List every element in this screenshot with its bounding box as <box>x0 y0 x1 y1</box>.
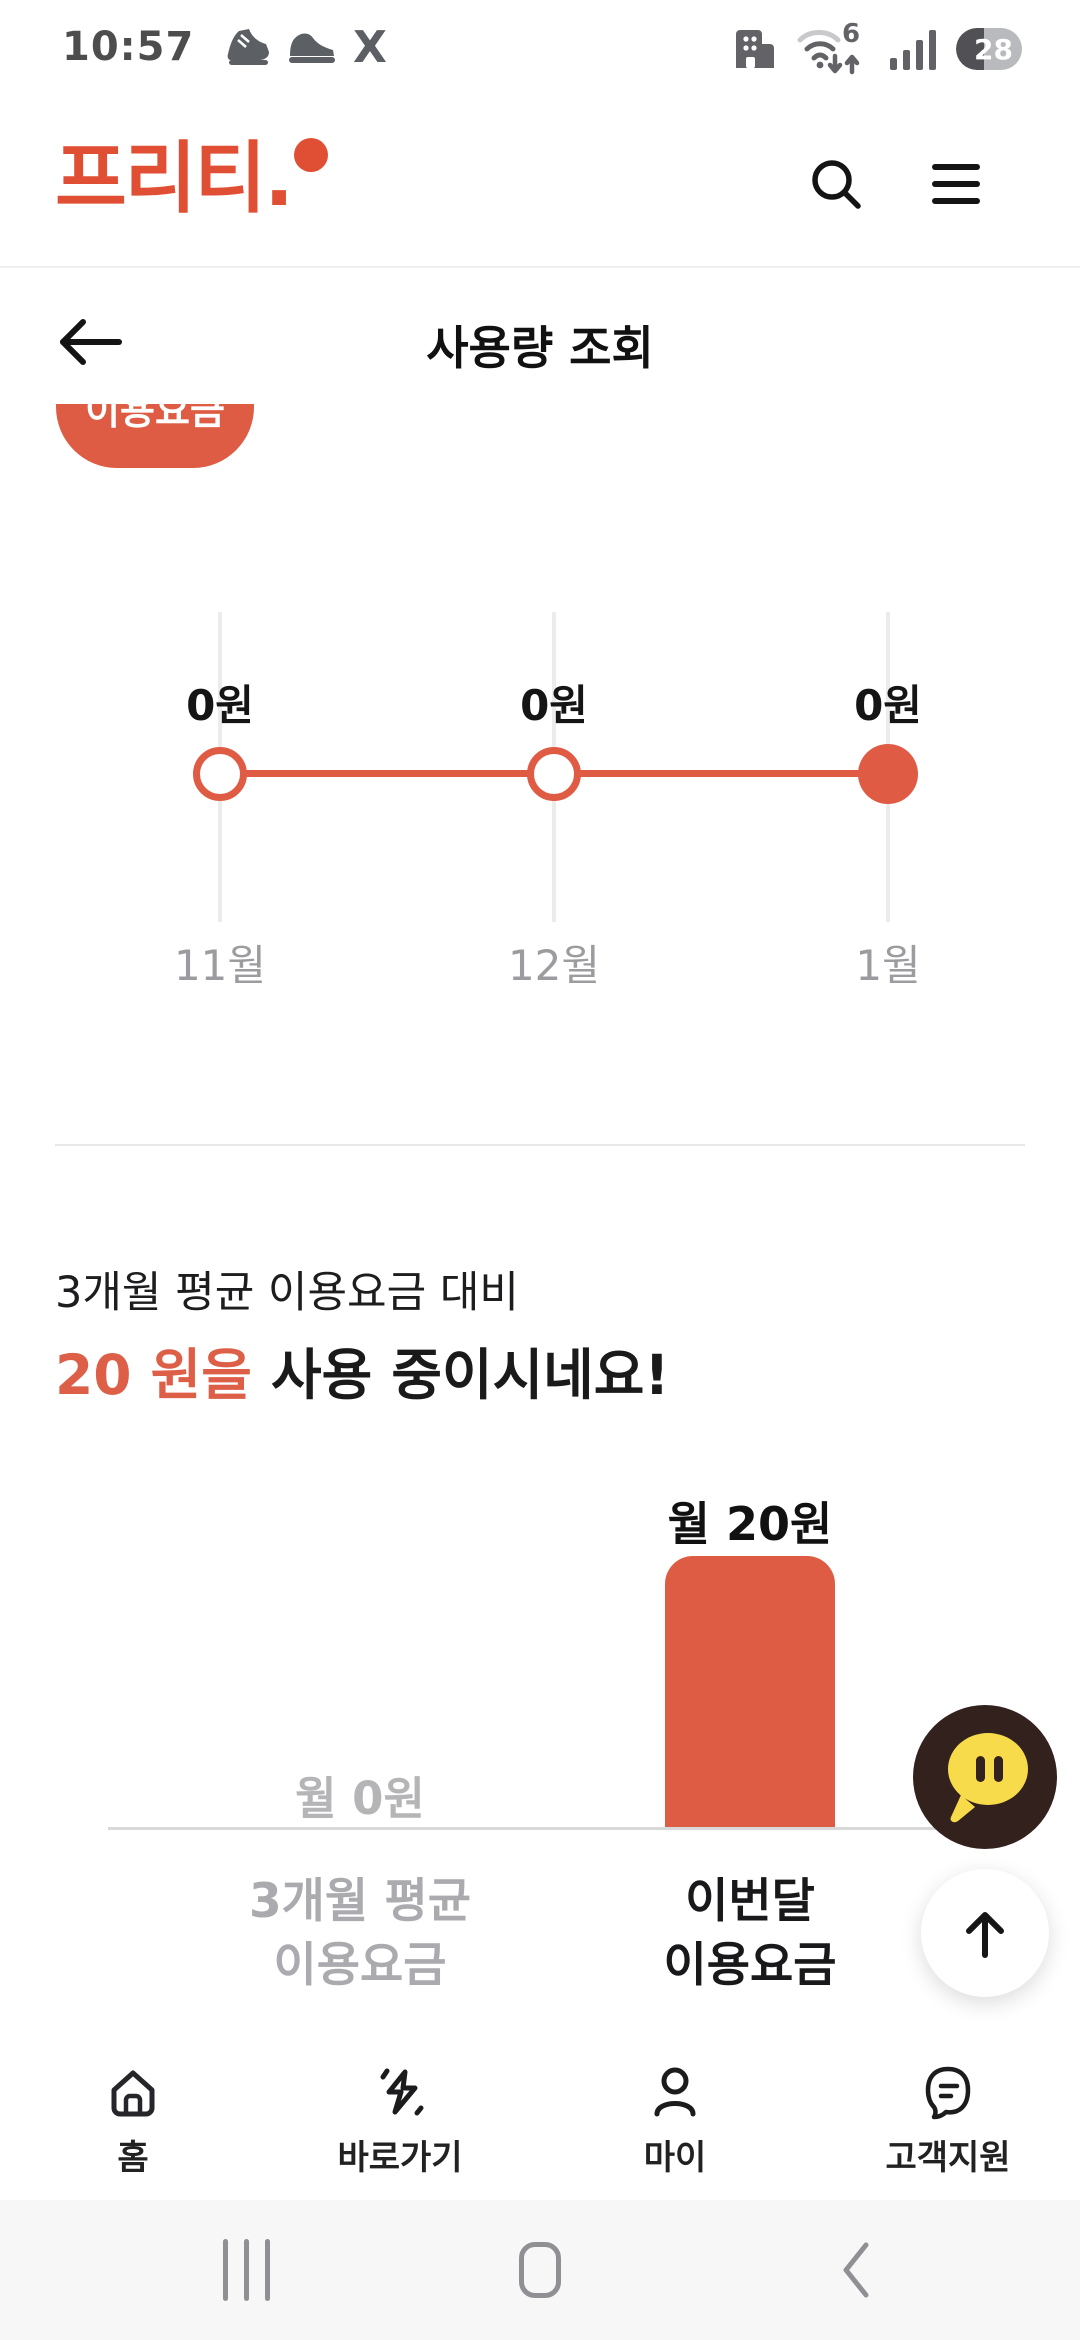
category-line: 이번달 <box>685 1874 815 1929</box>
person-icon <box>654 2067 696 2117</box>
nav-label: 마이 <box>643 2138 707 2178</box>
scroll-to-top-button[interactable] <box>921 1869 1049 1997</box>
tab-pill-clip: 이용요금 <box>56 404 254 470</box>
home-button[interactable] <box>460 2200 620 2340</box>
recents-icon <box>222 2239 270 2301</box>
home-pill-icon <box>519 2242 561 2298</box>
point-value-label: 0원 <box>854 681 922 730</box>
hamburger-icon <box>932 164 980 204</box>
page-title: 사용량 조회 <box>426 321 654 375</box>
back-arrow-icon <box>60 319 122 365</box>
data-point-open <box>527 747 581 801</box>
category-line: 이용요금 <box>273 1938 447 1993</box>
data-point-filled <box>858 744 918 804</box>
zero-bar-value-label: 월 0원 <box>295 1772 425 1825</box>
current-month-bar <box>665 1556 835 1827</box>
notification-icons: X <box>225 24 387 72</box>
data-point-open <box>193 747 247 801</box>
menu-button[interactable] <box>920 148 992 220</box>
battery-fill-level <box>956 28 984 70</box>
clock: 10:57 <box>62 24 195 70</box>
lightning-icon <box>380 2068 424 2116</box>
section-divider <box>55 1144 1025 1146</box>
sneaker-icon <box>225 27 271 69</box>
back-chevron-icon <box>843 2242 869 2298</box>
chat-bubble-icon <box>948 1733 1028 1823</box>
back-button[interactable] <box>48 304 132 380</box>
category-line: 이용요금 <box>663 1938 837 1993</box>
nav-item-my[interactable]: 마이 <box>565 2064 785 2179</box>
chat-fab-button[interactable] <box>913 1705 1057 1849</box>
nav-label: 바로가기 <box>337 2138 463 2178</box>
svg-text:6: 6 <box>842 22 860 49</box>
point-value-label: 0원 <box>520 681 588 730</box>
support-bubble-icon <box>925 2066 971 2120</box>
tab-usage-fee-label: 이용요금 <box>85 404 225 433</box>
status-bar: 10:57 X 6 <box>0 0 1080 100</box>
monthly-fee-line-chart: 0원 0원 0원 11월 12월 1월 <box>0 560 1080 1030</box>
brand-logo-text: 프리티. <box>55 134 294 224</box>
android-system-nav <box>0 2200 1080 2340</box>
fee-comparison-bar-chart: 월 20원 월 0원 3개월 평균 이용요금 이번달 이용요금 <box>0 1450 1080 2010</box>
search-icon <box>812 160 861 209</box>
building-icon <box>732 26 778 72</box>
nav-item-support[interactable]: 고객지원 <box>838 2064 1058 2179</box>
nav-label: 홈 <box>117 2138 149 2178</box>
point-value-label: 0원 <box>186 681 254 730</box>
wifi6-updown-icon: 6 <box>794 22 872 76</box>
tab-usage-fee[interactable]: 이용요금 <box>56 404 254 468</box>
nav-item-shortcuts[interactable]: 바로가기 <box>290 2064 510 2179</box>
summary-line2-rest: 사용 중이시네요! <box>251 1343 670 1407</box>
android-back-button[interactable] <box>775 2200 935 2340</box>
battery-percent: 28 <box>974 32 1013 66</box>
recents-button[interactable] <box>166 2200 326 2340</box>
category-label-current: 이번달 이용요금 <box>570 1870 930 1998</box>
battery-icon: 28 <box>956 28 1022 70</box>
category-label-average: 3개월 평균 이용요금 <box>180 1870 540 1998</box>
bar-value-label: 월 20원 <box>667 1497 833 1551</box>
month-tick: 12월 <box>507 941 601 990</box>
month-tick: 1월 <box>855 941 921 990</box>
app-header: 프리티. <box>0 100 1080 268</box>
nav-item-home[interactable]: 홈 <box>23 2064 243 2179</box>
summary-line1: 3개월 평균 이용요금 대비 <box>55 1268 519 1318</box>
nav-label: 고객지원 <box>885 2138 1011 2178</box>
summary-highlight: 20 원을 <box>55 1343 252 1407</box>
logo-dot <box>293 138 328 172</box>
summary-line2: 20 원을 사용 중이시네요! <box>55 1330 669 1410</box>
system-status-icons: 6 28 <box>732 22 1022 76</box>
x-logo-icon: X <box>353 22 387 73</box>
up-arrow-icon <box>966 1912 1004 1958</box>
x-axis-baseline <box>108 1827 1026 1830</box>
page-title-bar: 사용량 조회 <box>0 268 1080 418</box>
month-tick: 11월 <box>173 941 267 990</box>
search-button[interactable] <box>800 148 872 220</box>
category-line: 3개월 평균 <box>248 1874 472 1929</box>
home-icon <box>111 2070 155 2117</box>
shoe-icon <box>287 28 337 68</box>
bottom-navigation: 홈 바로가기 마이 고객지원 <box>0 2050 1080 2200</box>
signal-bars-icon <box>888 26 940 72</box>
brand-logo[interactable]: 프리티. <box>55 138 328 218</box>
